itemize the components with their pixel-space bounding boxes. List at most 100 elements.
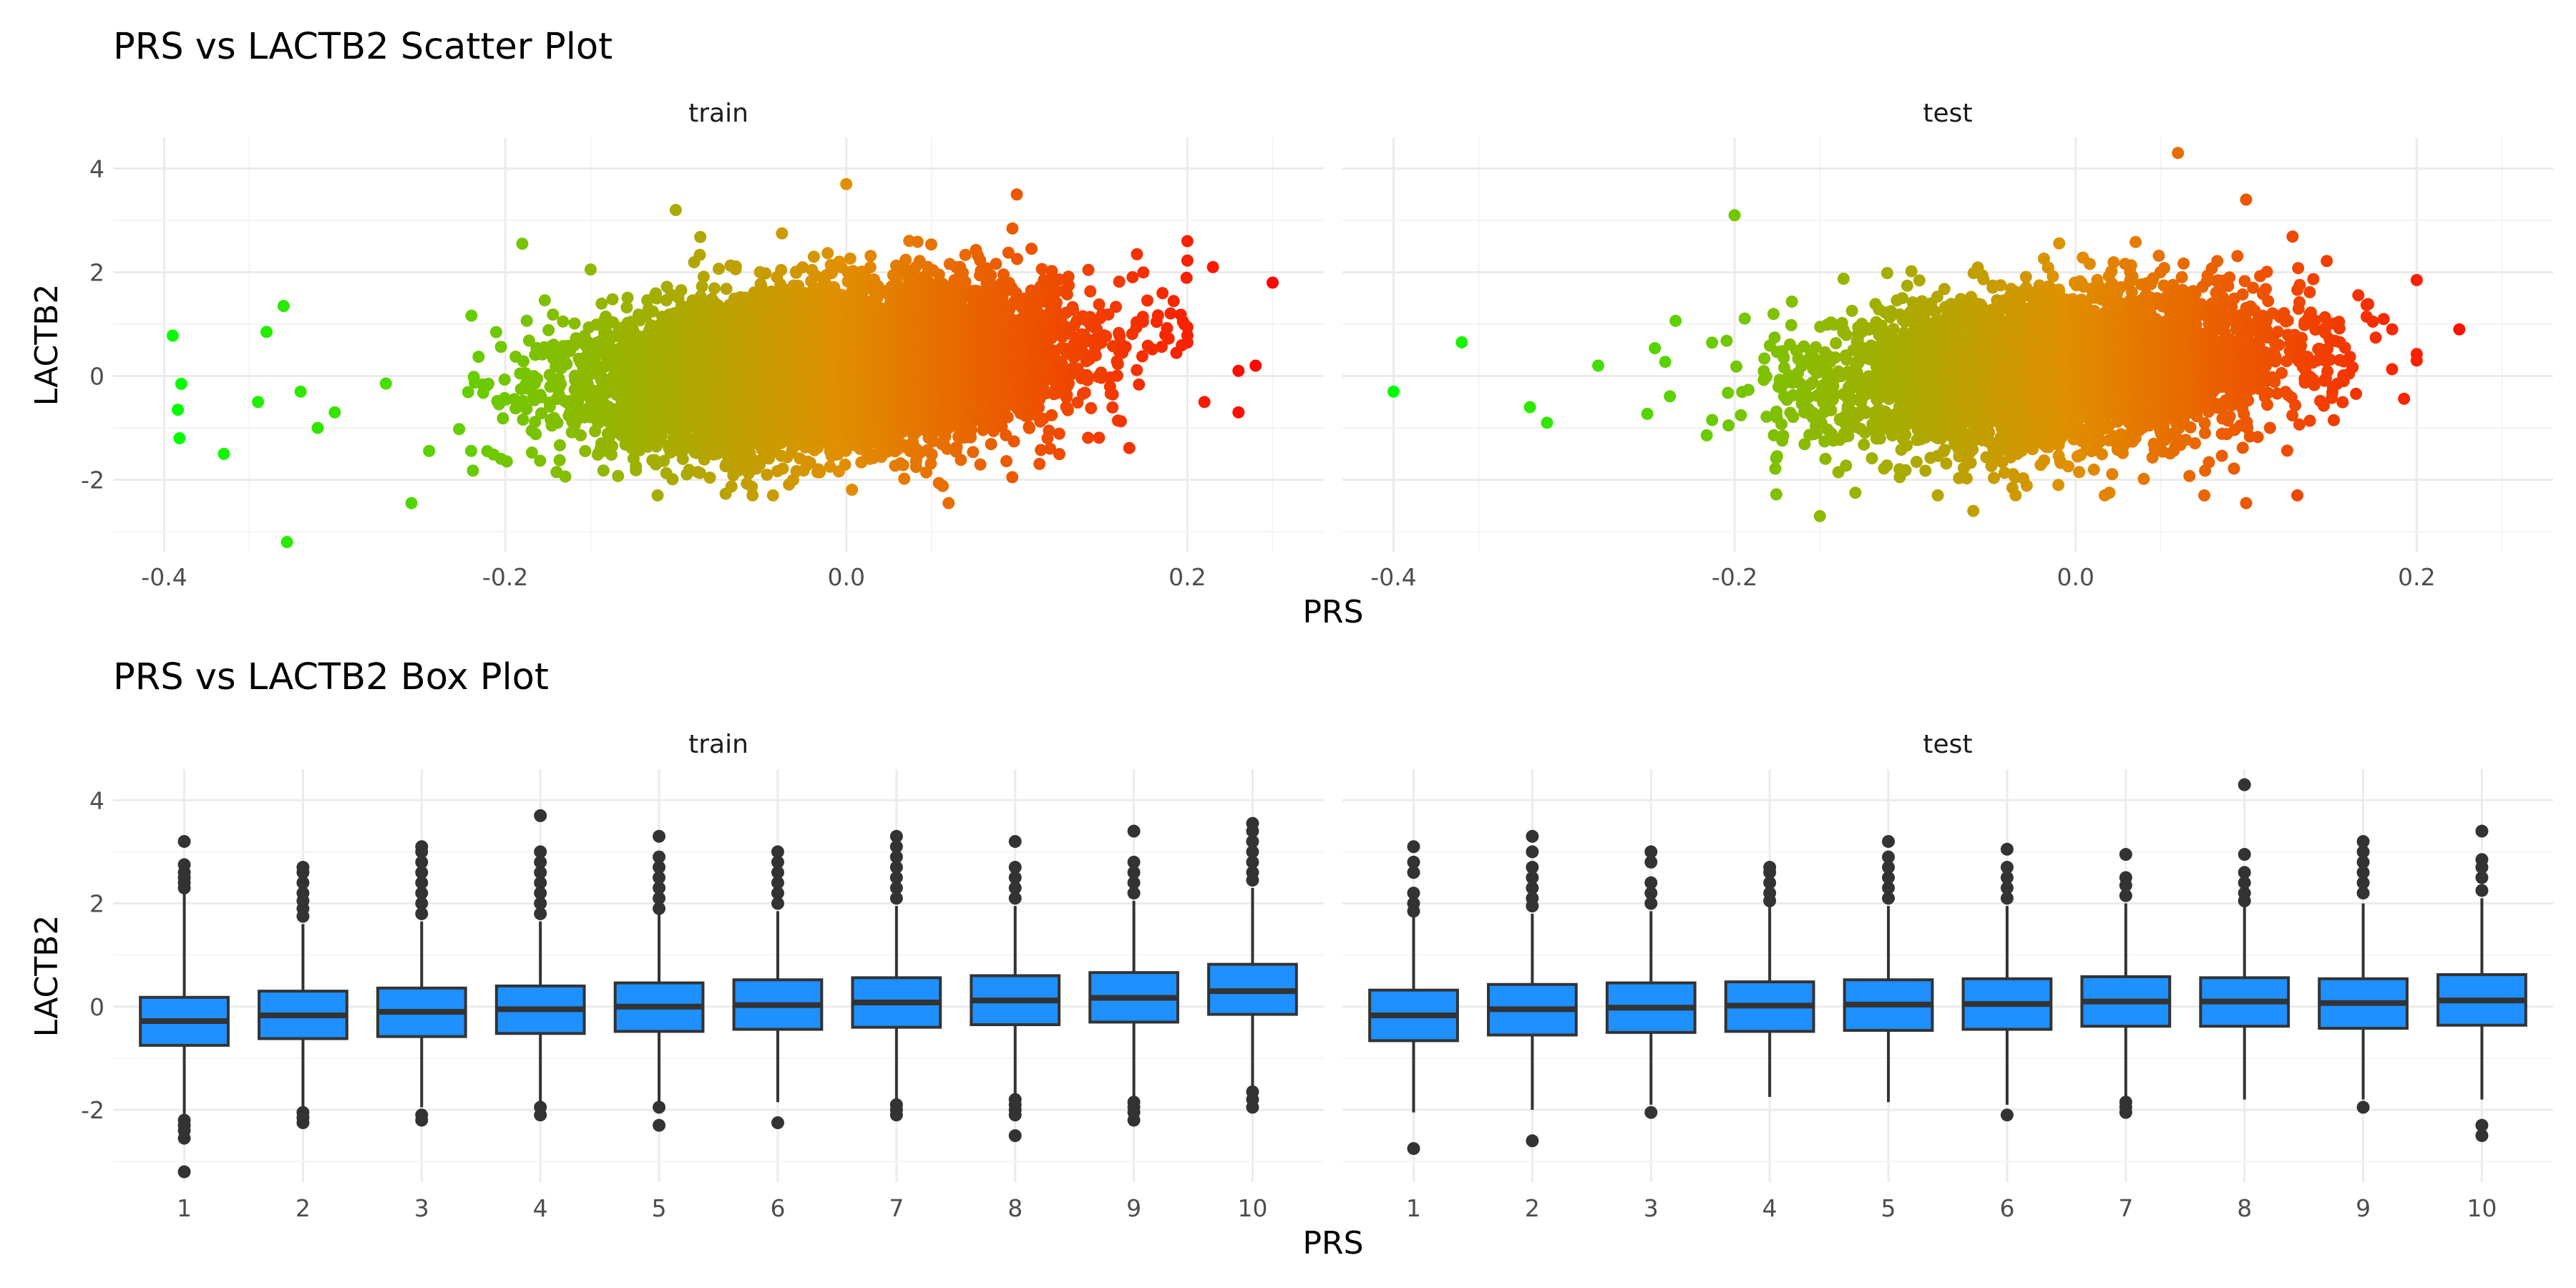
box-plot-title: PRS vs LACTB2 Box Plot (113, 656, 549, 698)
scatter-point (328, 406, 341, 419)
scatter-point (531, 372, 543, 385)
scatter-point (776, 462, 789, 475)
scatter-facet-label-train: train (688, 99, 748, 128)
scatter-point (746, 489, 759, 502)
scatter-point (708, 282, 721, 295)
scatter-point (509, 402, 522, 415)
scatter-point (218, 447, 230, 460)
scatter-x-tick-label: -0.2 (482, 563, 528, 591)
scatter-point (814, 466, 826, 479)
scatter-point (535, 407, 547, 420)
scatter-point (729, 260, 742, 273)
scatter-point (542, 323, 555, 336)
scatter-point (529, 416, 542, 429)
scatter-point (678, 443, 691, 456)
scatter-point (675, 284, 688, 297)
scatter-point (568, 317, 581, 330)
scatter-point (498, 374, 511, 386)
scatter-point (703, 472, 716, 484)
scatter-point (482, 377, 494, 390)
scatter-point (472, 351, 485, 364)
scatter-point (530, 428, 542, 441)
scatter-point (520, 314, 533, 327)
scatter-point (467, 464, 479, 477)
scatter-y-tick-label: 2 (89, 259, 104, 287)
box-facet-label-train: train (688, 730, 748, 759)
scatter-point (500, 455, 513, 468)
scatter-point (775, 263, 788, 276)
scatter-point (579, 444, 592, 457)
scatter-point (520, 403, 533, 415)
scatter-point (423, 444, 436, 457)
scatter-point (606, 293, 619, 306)
scatter-point (516, 238, 529, 250)
scatter-point (517, 414, 530, 426)
scatter-point (464, 444, 477, 457)
scatter-y-tick-label: 4 (89, 155, 104, 183)
scatter-x-tick-label: 0.2 (1169, 563, 1206, 591)
scatter-point (517, 355, 530, 368)
scatter-point (522, 334, 535, 347)
scatter-point (621, 291, 634, 304)
scatter-point (807, 250, 820, 263)
scatter-point (519, 378, 532, 391)
scatter-point (646, 305, 659, 318)
scatter-point (651, 489, 664, 502)
scatter-point (166, 329, 179, 342)
scatter-point (497, 412, 509, 425)
scatter-point (606, 440, 618, 453)
scatter-point (776, 227, 789, 240)
scatter-point (379, 377, 392, 390)
scatter-point (559, 470, 572, 483)
scatter-point (630, 460, 643, 473)
scatter-point (658, 454, 670, 467)
scatter-point (551, 416, 564, 429)
scatter-point (697, 270, 710, 283)
scatter-point (575, 429, 587, 441)
scatter-point (252, 396, 265, 409)
scatter-point (547, 308, 560, 321)
scatter-point (405, 497, 418, 509)
scatter-point (612, 469, 625, 482)
scatter-point (759, 267, 772, 280)
scatter-point (666, 473, 679, 486)
scatter-point (720, 283, 733, 296)
scatter-point (311, 421, 324, 434)
scatter-point (560, 358, 573, 371)
scatter-point (489, 326, 502, 338)
scatter-point (453, 423, 466, 436)
scatter-y-tick-label: -2 (81, 467, 104, 494)
scatter-point (525, 447, 538, 459)
scatter-point (465, 309, 478, 322)
scatter-x-tick-label: -0.4 (141, 563, 187, 591)
scatter-point (280, 536, 293, 548)
scatter-point (766, 489, 779, 502)
scatter-point (821, 247, 834, 260)
scatter-point (553, 454, 566, 467)
scatter-point (698, 453, 711, 466)
scatter-point (725, 480, 738, 493)
scatter-point (557, 315, 570, 328)
scatter-point (676, 452, 689, 465)
scatter-facet-label-test: test (1923, 99, 1972, 128)
scatter-point (713, 263, 725, 275)
scatter-point (584, 263, 597, 276)
scatter-point (462, 386, 474, 399)
scatter-point (294, 385, 307, 398)
scatter-point (595, 297, 608, 310)
scatter-point (597, 464, 610, 477)
scatter-plot-title: PRS vs LACTB2 Scatter Plot (113, 26, 613, 68)
scatter-point (538, 294, 551, 307)
scatter-point (277, 300, 290, 313)
scatter-point (172, 404, 185, 416)
scatter-point (694, 230, 707, 243)
scatter-point (553, 439, 566, 452)
scatter-point (669, 204, 682, 216)
scatter-point (260, 326, 273, 338)
scatter-point (175, 377, 187, 390)
scatter-point (534, 454, 547, 467)
scatter-point (696, 280, 708, 293)
